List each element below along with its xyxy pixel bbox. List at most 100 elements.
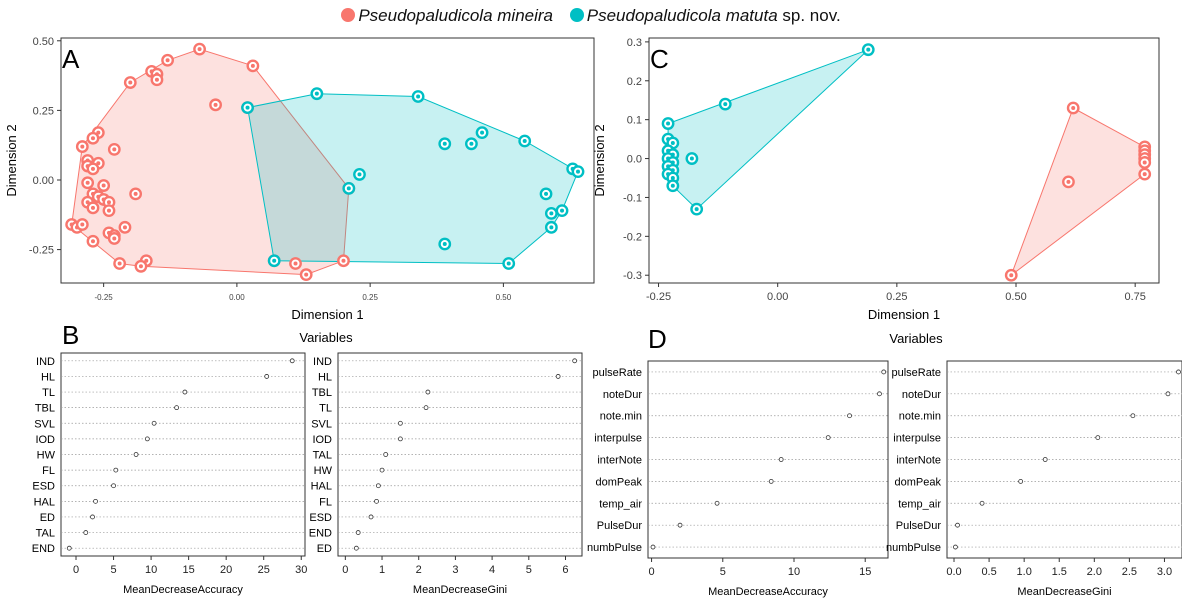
data-point-center-series1 [197, 47, 202, 52]
data-point-center-series1 [106, 200, 111, 205]
data-point-center-series1 [128, 80, 133, 85]
x-tick-label: 0 [648, 566, 654, 578]
x-tick-label: 25 [258, 564, 270, 576]
data-point-center-series2 [689, 156, 694, 161]
data-point-center-series1 [112, 147, 117, 152]
legend-label-matuta-suffix: sp. nov. [777, 6, 841, 25]
panel-label: C [650, 44, 669, 74]
category-label: PulseDur [896, 520, 942, 532]
category-label: temp_air [898, 498, 941, 510]
data-point-center-series2 [416, 94, 421, 99]
data-point-center-series2 [694, 207, 699, 212]
x-tick-label: 2.0 [1087, 566, 1102, 578]
x-tick-label: 10 [145, 564, 157, 576]
category-label: END [309, 528, 332, 540]
hull-series-2 [667, 49, 869, 210]
data-point-center-series1 [304, 272, 309, 277]
data-point-center-series2 [666, 121, 671, 126]
data-point-center-series2 [314, 91, 319, 96]
category-label: HL [318, 371, 332, 383]
panel-c: -0.25 0.00 0.25 0.50 0.75 -0.3 -0.2 -0.1 0.0 0.1 0… [592, 37, 1160, 322]
x-tick-label: 3 [452, 564, 458, 576]
x-tick-label: 20 [220, 564, 232, 576]
y-axis-title: Dimension 2 [592, 124, 607, 196]
data-point-center-series1 [1066, 179, 1071, 184]
importance-dot [144, 436, 150, 442]
category-label: domPeak [895, 476, 942, 488]
x-axis-title: MeanDecreaseGini [1017, 586, 1111, 598]
data-point-center-series1 [133, 191, 138, 196]
category-label: ED [40, 512, 55, 524]
data-point-center-series1 [112, 236, 117, 241]
data-point-center-series2 [272, 258, 277, 263]
importance-dot [90, 514, 95, 520]
legend-label-mineira: Pseudopaludicola mineira [358, 6, 554, 25]
panel-label: B [62, 320, 79, 350]
category-label: ED [317, 543, 332, 555]
data-point-center-series1 [106, 208, 111, 213]
category-label: PulseDur [597, 520, 643, 532]
group-title-b: Variables [299, 330, 353, 345]
importance-dot [1095, 435, 1101, 441]
importance-dot [133, 452, 139, 457]
panel-b-meandecreaseaccuracy: IND HL TL TBL SVL IOD HW FL ESD HAL ED TAL END 0 5 10 15… [32, 352, 307, 596]
data-point-center-series2 [670, 141, 675, 145]
x-tick-label: 6 [562, 564, 568, 576]
category-label: ESD [32, 481, 55, 493]
importance-dot [778, 457, 784, 462]
importance-dot [1130, 413, 1136, 419]
category-label: IOD [35, 434, 55, 446]
importance-dot [93, 498, 98, 504]
data-point-center-series2 [357, 172, 362, 177]
category-label: TAL [313, 450, 332, 462]
legend-dot-matuta [569, 8, 584, 22]
data-point-center-series1 [90, 205, 95, 210]
importance-dot [953, 544, 958, 550]
data-point-center-series1 [1071, 106, 1076, 110]
panel-d-meandecreaseaccuracy: pulseRate noteDur note.min interpulse interN… [587, 360, 889, 598]
importance-dot [66, 545, 72, 551]
x-tick-label: 0 [342, 564, 348, 576]
importance-dot [182, 389, 188, 395]
x-tick-label: 30 [295, 564, 307, 576]
data-point-center-series2 [670, 183, 675, 188]
importance-dot [650, 544, 656, 550]
category-label: HW [37, 450, 56, 462]
plot-frame [60, 37, 595, 284]
x-tick-label: 5 [110, 564, 116, 576]
category-label: TBL [35, 403, 55, 415]
legend-label-matuta: Pseudopaludicola matuta [586, 6, 778, 25]
category-label: TBL [312, 387, 332, 399]
data-point-center-series1 [154, 77, 159, 82]
category-label: noteDur [603, 389, 642, 401]
data-point-center-series2 [723, 102, 728, 107]
data-point-center-series2 [245, 105, 250, 110]
category-label: pulseRate [891, 367, 941, 379]
importance-dot [113, 467, 119, 473]
y-tick-label: 0.00 [33, 175, 54, 187]
data-point-center-series2 [549, 225, 554, 230]
x-axis-title: MeanDecreaseAccuracy [123, 584, 243, 596]
data-point-center-series2 [480, 130, 485, 135]
x-tick-label: 0 [73, 564, 79, 576]
panel-label: D [648, 324, 667, 354]
y-tick-label: -0.1 [623, 192, 642, 204]
legend-item-matuta: Pseudopaludicola matuta sp. nov. [569, 6, 841, 26]
y-tick-label: 0.25 [33, 105, 54, 117]
category-label: HAL [34, 496, 55, 508]
x-axis-title: Dimension 1 [868, 307, 940, 322]
category-label: temp_air [599, 498, 642, 510]
data-point-center-series1 [1142, 160, 1147, 165]
category-label: HW [314, 465, 333, 477]
category-label: interpulse [594, 433, 642, 445]
x-tick-label: 1 [379, 564, 385, 576]
category-label: domPeak [596, 476, 643, 488]
importance-dot [979, 500, 985, 506]
data-point-center-series2 [670, 176, 675, 180]
x-tick-label: 4 [489, 564, 495, 576]
hull-series-1 [1010, 107, 1146, 277]
importance-dot [111, 483, 116, 489]
importance-dot [555, 374, 561, 379]
plot-frame [648, 37, 1160, 284]
category-label: pulseRate [592, 367, 642, 379]
